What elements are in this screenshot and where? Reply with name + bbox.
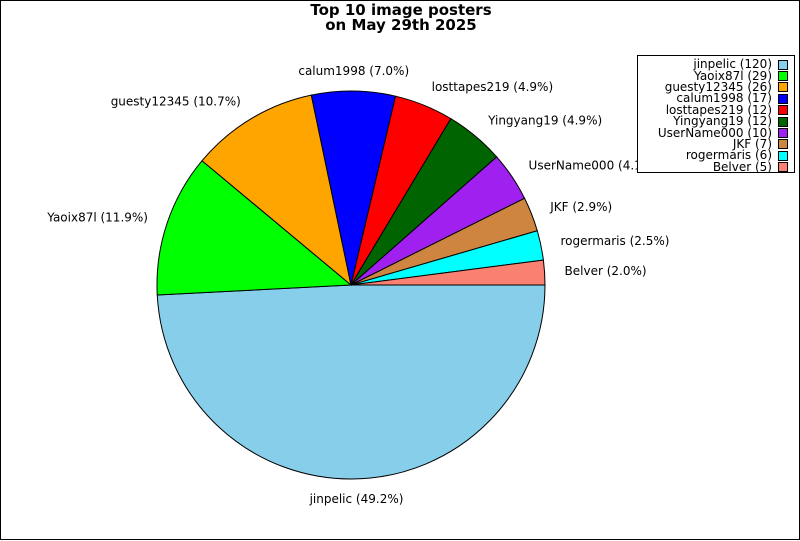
slice-label-jkf: JKF (2.9%): [549, 200, 612, 214]
legend-item-belver: Belver (5): [642, 159, 788, 174]
legend-item-rogermaris: rogermaris (6): [642, 148, 788, 163]
legend-label: losttapes219 (12): [665, 102, 772, 117]
slice-label-losttapes219: losttapes219 (4.9%): [432, 80, 554, 94]
pie-slice-jinpelic: [156, 284, 546, 480]
legend-swatch: [778, 93, 788, 104]
pie-slice-belver: [350, 259, 546, 286]
slice-label-yaoix87l: Yaoix87l (11.9%): [46, 210, 148, 224]
legend-item-losttapes219: losttapes219 (12): [642, 102, 788, 117]
chart-title-line-1: Top 10 image posters: [310, 1, 492, 19]
slice-label-guesty12345: guesty12345 (10.7%): [111, 95, 241, 109]
legend-label: guesty12345 (26): [664, 79, 772, 94]
legend-swatch: [778, 162, 788, 173]
legend-item-yaoix87l: Yaoix87l (29): [642, 68, 788, 83]
legend-label: Belver (5): [712, 159, 772, 174]
slice-label-jinpelic: jinpelic (49.2%): [309, 492, 404, 506]
legend-label: rogermaris (6): [685, 148, 772, 163]
legend-swatch: [778, 71, 788, 82]
chart-title: Top 10 image posters on May 29th 2025: [1, 3, 800, 33]
slice-label-username000: UserName000 (4.1%): [529, 159, 658, 173]
legend-item-jkf: JKF (7): [642, 136, 788, 151]
slice-label-calum1998: calum1998 (7.0%): [298, 64, 409, 78]
legend-item-calum1998: calum1998 (17): [642, 91, 788, 106]
legend-label: JKF (7): [732, 136, 772, 151]
slice-label-belver: Belver (2.0%): [565, 264, 647, 278]
chart-title-line-2: on May 29th 2025: [325, 16, 477, 34]
legend-swatch: [778, 150, 788, 161]
legend-swatch: [778, 105, 788, 116]
legend-swatch: [778, 139, 788, 150]
legend-label: Yingyang19 (12): [673, 114, 772, 129]
legend-item-yingyang19: Yingyang19 (12): [642, 114, 788, 129]
slice-label-yingyang19: Yingyang19 (4.9%): [487, 114, 602, 128]
pie-slice-guesty12345: [201, 94, 352, 287]
slice-label-rogermaris: rogermaris (2.5%): [560, 234, 669, 248]
legend: jinpelic (120) Yaoix87l (29) guesty12345 (…: [637, 55, 795, 173]
legend-label: calum1998 (17): [676, 91, 772, 106]
legend-item-username000: UserName000 (10): [642, 125, 788, 140]
legend-label: UserName000 (10): [657, 125, 772, 140]
legend-swatch: [778, 128, 788, 139]
legend-swatch: [778, 82, 788, 93]
legend-label: jinpelic (120): [693, 57, 772, 72]
legend-item-jinpelic: jinpelic (120): [642, 57, 788, 72]
legend-swatch: [778, 59, 788, 70]
pie-slice-yaoix87l: [156, 160, 353, 296]
legend-swatch: [778, 116, 788, 127]
legend-item-guesty12345: guesty12345 (26): [642, 79, 788, 94]
legend-label: Yaoix87l (29): [694, 68, 772, 83]
